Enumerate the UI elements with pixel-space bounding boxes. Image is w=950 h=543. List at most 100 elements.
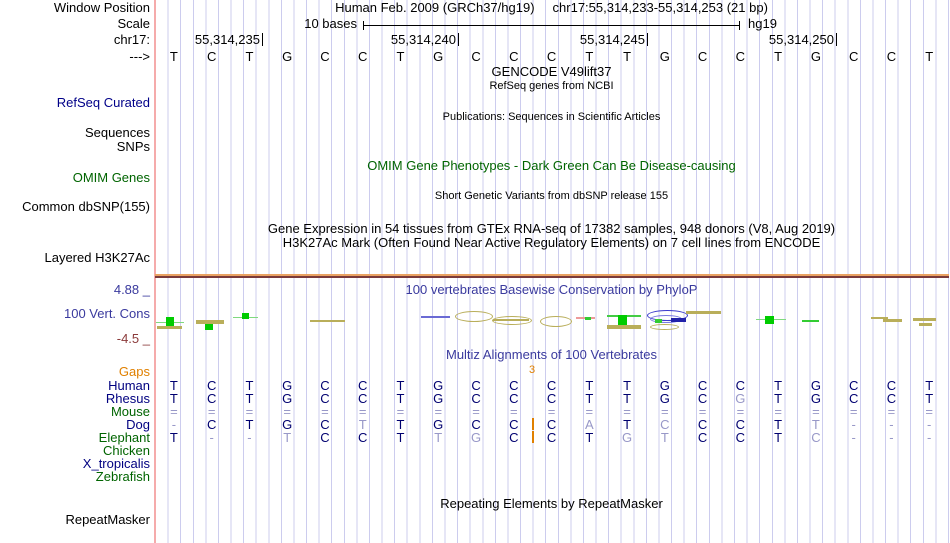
assembly-label: hg19	[748, 16, 777, 31]
alignment-base: C	[546, 378, 557, 393]
sequence-base: C	[886, 49, 897, 64]
track-label-strand[interactable]: --->	[129, 49, 150, 64]
alignment-base: =	[661, 404, 669, 419]
sequence-base: G	[282, 49, 293, 64]
track-label-scale[interactable]: Scale	[117, 16, 150, 31]
track-title-h3k27ac-title[interactable]: H3K27Ac Mark (Often Found Near Active Re…	[282, 235, 821, 250]
track-label-100-vert-cons[interactable]: 100 Vert. Cons	[64, 306, 150, 321]
track-label-cons-max[interactable]: 4.88 _	[113, 282, 150, 297]
sequence-base: C	[697, 49, 708, 64]
conservation-mark	[671, 318, 686, 322]
track-label-snps[interactable]: SNPs	[116, 139, 150, 154]
alignment-base: G	[282, 417, 293, 432]
alignment-base: G	[810, 378, 821, 393]
alignment-base: G	[470, 430, 482, 445]
alignment-base: C	[697, 430, 708, 445]
track-title-phylop-title[interactable]: 100 vertebrates Basewise Conservation by…	[405, 282, 698, 297]
track-title-refseq-sub[interactable]: RefSeq genes from NCBI	[489, 80, 614, 92]
alignment-base: T	[774, 417, 783, 432]
track-label-human[interactable]: Human	[108, 378, 150, 393]
alignment-base: T	[623, 417, 632, 432]
alignment-base: T	[585, 378, 594, 393]
sequence-base: T	[396, 49, 405, 64]
alignment-base: T	[585, 391, 594, 406]
window-position-bar: Human Feb. 2009 (GRCh37/hg19) chr17:55,3…	[155, 1, 948, 14]
alignment-base: T	[245, 391, 254, 406]
scale-bar-right-tick	[739, 21, 740, 30]
track-label-refseq-curated[interactable]: RefSeq Curated	[56, 95, 150, 110]
conservation-mark	[166, 317, 174, 326]
track-label-common-dbsnp[interactable]: Common dbSNP(155)	[22, 199, 150, 214]
alignment-insert-bar	[532, 431, 534, 443]
alignment-base: T	[396, 378, 405, 393]
track-title-gtex-title[interactable]: Gene Expression in 54 tissues from GTEx …	[267, 221, 836, 236]
track-title-dbsnp-title[interactable]: Short Genetic Variants from dbSNP releas…	[434, 190, 669, 202]
alignment-base: T	[434, 430, 443, 445]
alignment-base: C	[320, 430, 330, 445]
alignment-base: C	[509, 378, 519, 393]
sequence-base: G	[433, 49, 444, 64]
track-label-omim-genes[interactable]: OMIM Genes	[72, 170, 150, 185]
alignment-base: -	[889, 430, 894, 445]
alignment-base: =	[358, 404, 367, 419]
alignment-base: T	[925, 391, 934, 406]
alignment-base: =	[623, 404, 631, 419]
conservation-mark	[585, 317, 591, 320]
alignment-base: C	[358, 430, 368, 445]
ruler-position-label: 55,314,240	[376, 33, 459, 46]
track-label-gaps[interactable]: Gaps	[118, 364, 150, 379]
track-label-sequences[interactable]: Sequences	[84, 125, 150, 140]
alignment-base: -	[247, 430, 252, 445]
alignment-base: T	[169, 378, 178, 393]
alignment-base: =	[812, 404, 820, 419]
track-label-repeatmasker[interactable]: RepeatMasker	[65, 512, 150, 527]
alignment-base: =	[698, 404, 707, 419]
alignment-base: =	[887, 404, 896, 419]
track-label-zebrafish[interactable]: Zebrafish	[95, 469, 150, 484]
track-title-multiz-title[interactable]: Multiz Alignments of 100 Vertebrates	[445, 347, 657, 362]
alignment-base: =	[321, 404, 329, 419]
track-label-mouse[interactable]: Mouse	[110, 404, 150, 419]
alignment-base: G	[659, 391, 670, 406]
track-label-x-tropicalis[interactable]: X_tropicalis	[82, 456, 150, 471]
track-label-chr17[interactable]: chr17:	[113, 32, 150, 47]
alignment-base: G	[282, 391, 293, 406]
alignment-base: =	[283, 404, 291, 419]
alignment-base: C	[358, 391, 368, 406]
track-label-window-position[interactable]: Window Position	[53, 0, 150, 15]
alignment-base: T	[585, 430, 594, 445]
conservation-mark	[493, 319, 529, 321]
alignment-base: C	[206, 417, 217, 432]
track-title-repeat-title[interactable]: Repeating Elements by RepeatMasker	[440, 496, 663, 511]
base-position-gridlines	[155, 0, 949, 543]
sequence-base: G	[659, 49, 670, 64]
track-title-gencode[interactable]: GENCODE V49lift37	[491, 64, 612, 79]
sequence-base: C	[848, 49, 859, 64]
track-label-cons-min[interactable]: -4.5 _	[116, 331, 150, 346]
alignment-base: A	[584, 417, 594, 432]
conservation-mark	[913, 318, 936, 321]
track-label-rhesus[interactable]: Rhesus	[105, 391, 150, 406]
track-label-chicken[interactable]: Chicken	[103, 443, 150, 458]
alignment-base: C	[886, 391, 897, 406]
alignment-base: =	[170, 404, 178, 419]
alignment-base: =	[509, 404, 518, 419]
sequence-base: C	[471, 49, 481, 64]
track-label-dog[interactable]: Dog	[126, 417, 150, 432]
sequence-base: T	[774, 49, 783, 64]
track-title-publications[interactable]: Publications: Sequences in Scientific Ar…	[442, 111, 661, 123]
window-position-text: chr17:55,314,233-55,314,253 (21 bp)	[552, 0, 768, 15]
alignment-base: T	[169, 430, 178, 445]
track-label-elephant[interactable]: Elephant	[98, 430, 150, 445]
track-label-layered-h3k27ac[interactable]: Layered H3K27Ac	[44, 250, 150, 265]
alignment-base: C	[697, 391, 708, 406]
sequence-base: C	[320, 49, 330, 64]
alignment-base: =	[585, 404, 594, 419]
sequence-base: C	[509, 49, 519, 64]
alignment-base: -	[851, 417, 856, 432]
track-title-omim-title[interactable]: OMIM Gene Phenotypes - Dark Green Can Be…	[367, 158, 736, 173]
